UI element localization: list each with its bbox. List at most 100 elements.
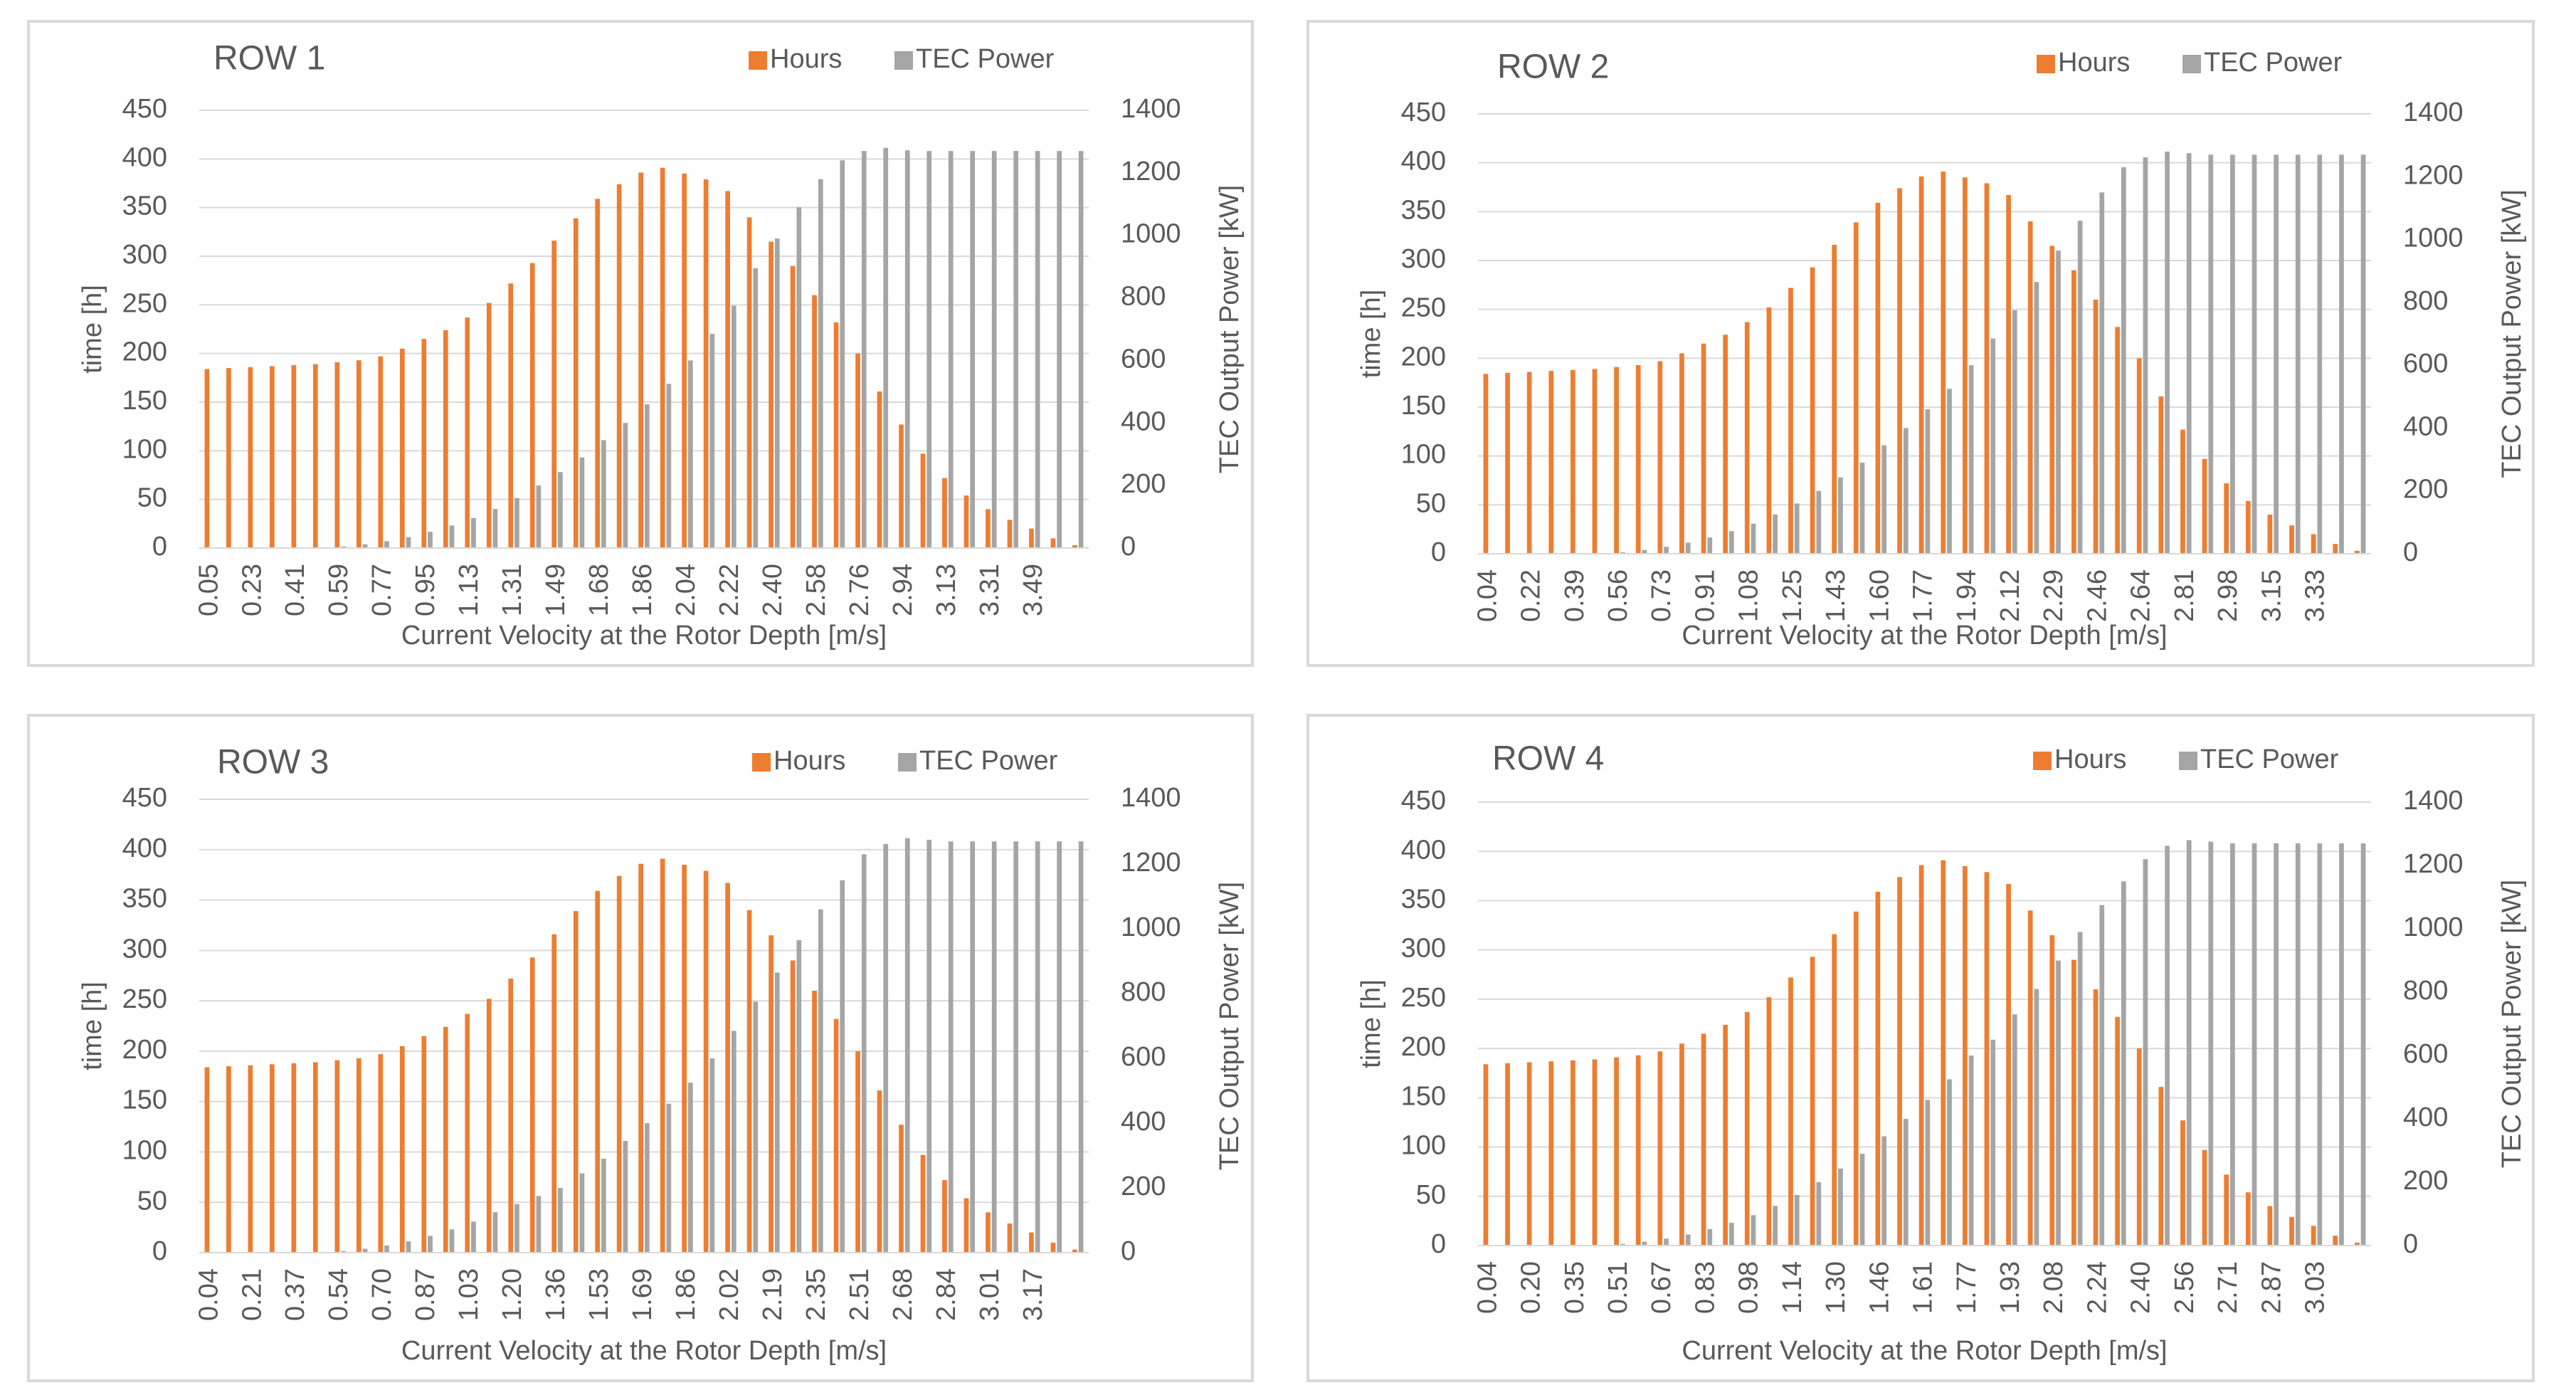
bar-tec-power	[428, 1236, 433, 1253]
bar-tec-power	[2143, 157, 2148, 554]
legend-label-hours: Hours	[774, 746, 845, 776]
x-tick-label: 1.36	[541, 1268, 571, 1321]
y-tick-label: 100	[1401, 1131, 1446, 1161]
bar-tec-power	[645, 1123, 650, 1253]
bar-hours	[226, 368, 231, 548]
x-tick-label: 2.04	[671, 564, 701, 616]
bar-tec-power	[2121, 881, 2126, 1246]
bar-tec-power	[1078, 151, 1084, 548]
bar-tec-power	[2339, 154, 2344, 554]
bar-tec-power	[449, 1229, 455, 1253]
y2-tick-label: 600	[2403, 349, 2448, 379]
y2-tick-label: 1400	[2403, 786, 2464, 816]
y-tick-label: 0	[1431, 1229, 1446, 1259]
y-tick-label: 300	[122, 934, 167, 964]
y-tick-label: 50	[137, 1186, 167, 1216]
bar-hours	[703, 870, 709, 1253]
bar-hours	[1483, 374, 1489, 554]
legend: Hours TEC Power	[2033, 744, 2339, 774]
chart-title: ROW 3	[217, 744, 329, 781]
legend-swatch-tec-power	[898, 753, 917, 772]
bar-hours	[2333, 1236, 2338, 1246]
bar-hours	[1483, 1064, 1489, 1246]
bar-hours	[334, 1060, 340, 1253]
bar-hours	[964, 495, 969, 548]
bar-tec-power	[883, 843, 889, 1253]
bar-hours	[1657, 361, 1663, 554]
bar-hours	[2049, 935, 2055, 1246]
x-tick-label: 2.35	[801, 1268, 831, 1321]
x-tick-label: 2.87	[2256, 1261, 2286, 1314]
bar-tec-power	[927, 151, 932, 548]
bar-hours	[573, 218, 579, 548]
bar-hours	[1744, 322, 1750, 554]
bar-tec-power	[2317, 843, 2323, 1246]
bar-hours	[2267, 1206, 2273, 1246]
bar-tec-power	[2165, 151, 2170, 554]
bar-hours	[204, 369, 210, 548]
bar-hours	[2333, 544, 2338, 554]
x-tick-label: 2.64	[2126, 569, 2156, 622]
bar-hours	[1657, 1051, 1663, 1246]
bar-tec-power	[2056, 251, 2061, 554]
bar-hours	[1548, 1061, 1554, 1246]
y2-tick-label: 400	[2403, 1102, 2448, 1132]
bar-hours	[1918, 865, 1924, 1246]
bar-tec-power	[2252, 843, 2257, 1246]
bar-hours	[2071, 959, 2076, 1246]
bar-hours	[378, 356, 384, 548]
bar-tec-power	[1707, 1228, 1713, 1246]
y-axis-title: time [h]	[78, 285, 107, 374]
bar-tec-power	[536, 485, 542, 548]
bar-tec-power	[623, 1141, 628, 1253]
bar-tec-power	[341, 546, 346, 548]
y-tick-label: 300	[1401, 934, 1446, 964]
bar-tec-power	[1903, 1119, 1909, 1246]
y-tick-label: 350	[1401, 884, 1446, 914]
bar-hours	[2289, 1216, 2294, 1246]
x-tick-label: 1.43	[1821, 569, 1851, 622]
bar-hours	[486, 999, 492, 1253]
legend-swatch-tec-power	[2182, 55, 2201, 73]
x-tick-label: 2.58	[801, 564, 831, 616]
bar-tec-power	[2274, 843, 2279, 1246]
bar-tec-power	[904, 838, 910, 1253]
bar-tec-power	[796, 207, 802, 548]
bar-tec-power	[1035, 841, 1040, 1253]
bar-hours	[465, 317, 470, 548]
y-tick-label: 50	[1416, 1180, 1446, 1210]
bar-hours	[920, 453, 926, 548]
x-tick-label: 2.08	[2039, 1261, 2069, 1314]
bar-tec-power	[558, 1188, 563, 1253]
bar-hours	[877, 391, 882, 548]
y2-tick-label: 0	[2403, 1229, 2418, 1259]
bar-tec-power	[1729, 531, 1734, 554]
bar-hours	[1853, 222, 1859, 554]
legend-swatch-hours	[752, 753, 771, 772]
bar-tec-power	[2274, 154, 2279, 554]
bar-hours	[769, 935, 774, 1253]
y-tick-label: 0	[1431, 537, 1446, 567]
bar-tec-power	[1838, 477, 1843, 554]
bar-tec-power	[2121, 167, 2126, 554]
bar-hours	[1875, 891, 1881, 1246]
y2-tick-label: 1000	[2403, 223, 2464, 253]
y-tick-label: 250	[122, 288, 167, 318]
bar-tec-power	[948, 151, 954, 548]
bar-hours	[920, 1154, 926, 1253]
bar-hours	[1962, 177, 1968, 554]
bar-tec-power	[970, 151, 976, 548]
x-tick-label: 2.22	[714, 564, 744, 616]
bar-tec-power	[883, 147, 889, 548]
x-tick-label: 2.24	[2082, 1261, 2112, 1314]
y-tick-label: 200	[1401, 342, 1446, 372]
bar-tec-power	[1990, 338, 1996, 554]
y-tick-label: 100	[1401, 440, 1446, 470]
bar-hours	[248, 1065, 253, 1253]
bar-tec-power	[2295, 154, 2301, 554]
x-tick-label: 3.49	[1018, 564, 1048, 616]
bar-hours	[399, 348, 405, 548]
x-tick-label: 2.40	[758, 564, 788, 616]
x-tick-label: 1.77	[1952, 1261, 1982, 1314]
bar-tec-power	[1968, 365, 1974, 554]
